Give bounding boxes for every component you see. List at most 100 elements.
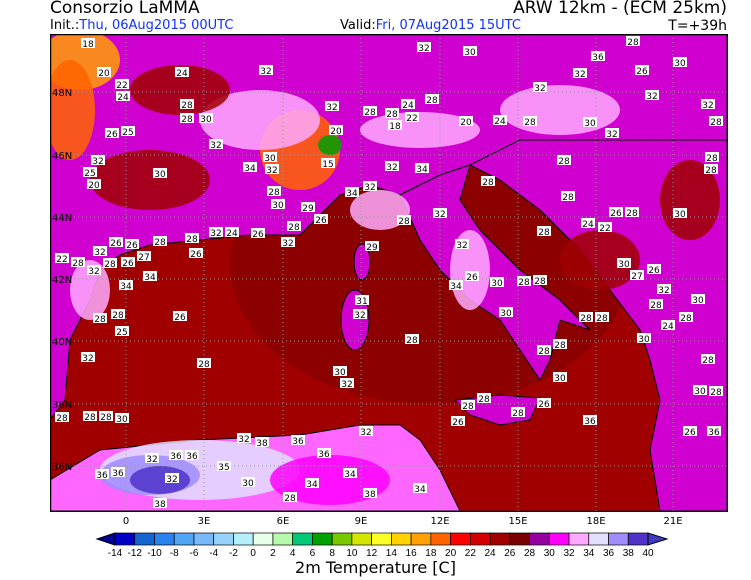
lat-label: 48N [52, 88, 72, 99]
temperature-label: 30 [583, 117, 597, 129]
svg-text:28: 28 [512, 409, 524, 419]
lon-label: 3E [198, 516, 211, 527]
temperature-label: 30 [499, 307, 513, 319]
temperature-label: 32 [265, 164, 279, 176]
svg-text:25: 25 [84, 169, 95, 179]
colorbar-swatch [134, 532, 155, 546]
temperature-label: 32 [385, 161, 399, 173]
temperature-label: 32 [81, 352, 95, 364]
temperature-label: 22 [55, 253, 69, 265]
svg-text:28: 28 [705, 166, 717, 176]
temperature-label: 36 [169, 450, 183, 462]
lon-label: 18E [586, 516, 605, 527]
colorbar-tick-label: -4 [209, 548, 218, 558]
svg-text:28: 28 [94, 315, 106, 325]
svg-text:30: 30 [464, 48, 476, 58]
svg-text:28: 28 [364, 108, 376, 118]
svg-text:24: 24 [226, 229, 238, 239]
svg-text:28: 28 [710, 118, 722, 128]
svg-text:30: 30 [674, 59, 686, 69]
colorbar-swatch [312, 532, 333, 546]
temperature-area [130, 65, 230, 115]
valid-time: Valid:Fri, 07Aug2015 15UTC [340, 18, 521, 33]
svg-text:25: 25 [122, 128, 133, 138]
temperature-label: 28 [93, 313, 107, 325]
temperature-label: 28 [99, 411, 113, 423]
temperature-label: 26 [609, 207, 623, 219]
temperature-label: 22 [598, 222, 612, 234]
temperature-label: 20 [87, 179, 101, 191]
map-frame [50, 34, 728, 512]
svg-text:28: 28 [268, 188, 280, 198]
svg-text:34: 34 [120, 282, 132, 292]
temperature-label: 28 [704, 164, 718, 176]
temperature-label: 28 [679, 312, 693, 324]
lon-label: 12E [430, 516, 449, 527]
temperature-label: 25 [83, 167, 97, 179]
temperature-label: 32 [259, 65, 273, 77]
svg-text:30: 30 [200, 115, 212, 125]
svg-text:26: 26 [636, 67, 648, 77]
temperature-area [350, 190, 410, 230]
svg-text:30: 30 [694, 387, 706, 397]
temperature-label: 28 [197, 358, 211, 370]
temperature-label: 26 [537, 398, 551, 410]
svg-text:26: 26 [110, 239, 122, 249]
temperature-label: 32 [87, 265, 101, 277]
temperature-label: 24 [493, 115, 507, 127]
temperature-label: 20 [329, 125, 343, 137]
svg-text:30: 30 [500, 309, 512, 319]
temperature-label: 30 [199, 113, 213, 125]
svg-text:28: 28 [627, 38, 639, 48]
svg-text:32: 32 [238, 435, 249, 445]
model-info: ARW 12km - (ECM 25km) [513, 0, 727, 18]
svg-text:20: 20 [460, 118, 472, 128]
temperature-label: 28 [579, 312, 593, 324]
svg-text:34: 34 [346, 189, 358, 199]
temperature-label: 34 [243, 162, 257, 174]
svg-text:30: 30 [116, 415, 128, 425]
temperature-label: 28 [103, 258, 117, 270]
svg-text:28: 28 [524, 118, 536, 128]
svg-text:38: 38 [364, 490, 376, 500]
temperature-label: 28 [363, 106, 377, 118]
svg-text:30: 30 [264, 154, 276, 164]
temperature-label: 27 [137, 251, 151, 263]
temperature-label: 34 [305, 478, 319, 490]
svg-text:32: 32 [166, 475, 177, 485]
temperature-label: 24 [175, 67, 189, 79]
temperature-label: 26 [683, 426, 697, 438]
svg-text:32: 32 [266, 166, 277, 176]
temperature-label: 28 [111, 309, 125, 321]
lat-label: 44N [52, 213, 72, 224]
temperature-label: 26 [105, 128, 119, 140]
temperature-label: 26 [251, 228, 265, 240]
colorbar-swatch [114, 532, 136, 546]
svg-text:30: 30 [242, 479, 254, 489]
svg-text:34: 34 [244, 164, 256, 174]
colorbar-tick-label: 20 [445, 548, 457, 558]
temperature-label: 32 [455, 239, 469, 251]
svg-text:28: 28 [284, 494, 296, 504]
temperature-label: 18 [388, 120, 402, 132]
svg-text:30: 30 [674, 210, 686, 220]
valid-value: Fri, 07Aug2015 15UTC [375, 18, 521, 33]
temperature-label: 36 [95, 469, 109, 481]
temperature-label: 26 [314, 214, 328, 226]
lon-label: 21E [663, 516, 682, 527]
svg-text:34: 34 [306, 480, 318, 490]
colorbar-tick-label: -12 [128, 548, 143, 558]
temperature-label: 18 [81, 38, 95, 50]
svg-text:35: 35 [218, 463, 229, 473]
temperature-label: 32 [165, 473, 179, 485]
temperature-label: 28 [537, 345, 551, 357]
svg-text:28: 28 [72, 259, 84, 269]
svg-text:28: 28 [482, 178, 494, 188]
temperature-label: 35 [217, 461, 231, 473]
svg-text:28: 28 [104, 260, 116, 270]
colorbar-tick-label: 8 [329, 548, 335, 558]
svg-text:22: 22 [406, 114, 417, 124]
colorbar-tick-label: 36 [603, 548, 615, 558]
temperature-label: 36 [317, 448, 331, 460]
temperature-label: 30 [463, 46, 477, 58]
